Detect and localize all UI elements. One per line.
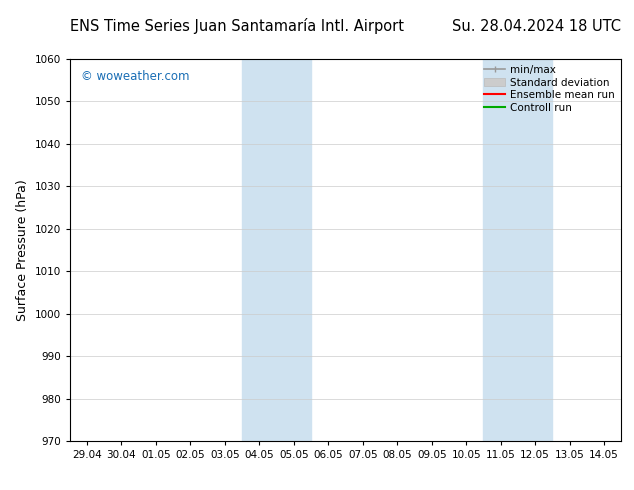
Text: © woweather.com: © woweather.com xyxy=(81,70,190,83)
Legend: min/max, Standard deviation, Ensemble mean run, Controll run: min/max, Standard deviation, Ensemble me… xyxy=(481,62,618,116)
Bar xyxy=(242,59,311,441)
Y-axis label: Surface Pressure (hPa): Surface Pressure (hPa) xyxy=(16,179,29,321)
Bar xyxy=(483,59,552,441)
Text: Su. 28.04.2024 18 UTC: Su. 28.04.2024 18 UTC xyxy=(452,19,621,34)
Text: ENS Time Series Juan Santamaría Intl. Airport: ENS Time Series Juan Santamaría Intl. Ai… xyxy=(70,18,404,34)
